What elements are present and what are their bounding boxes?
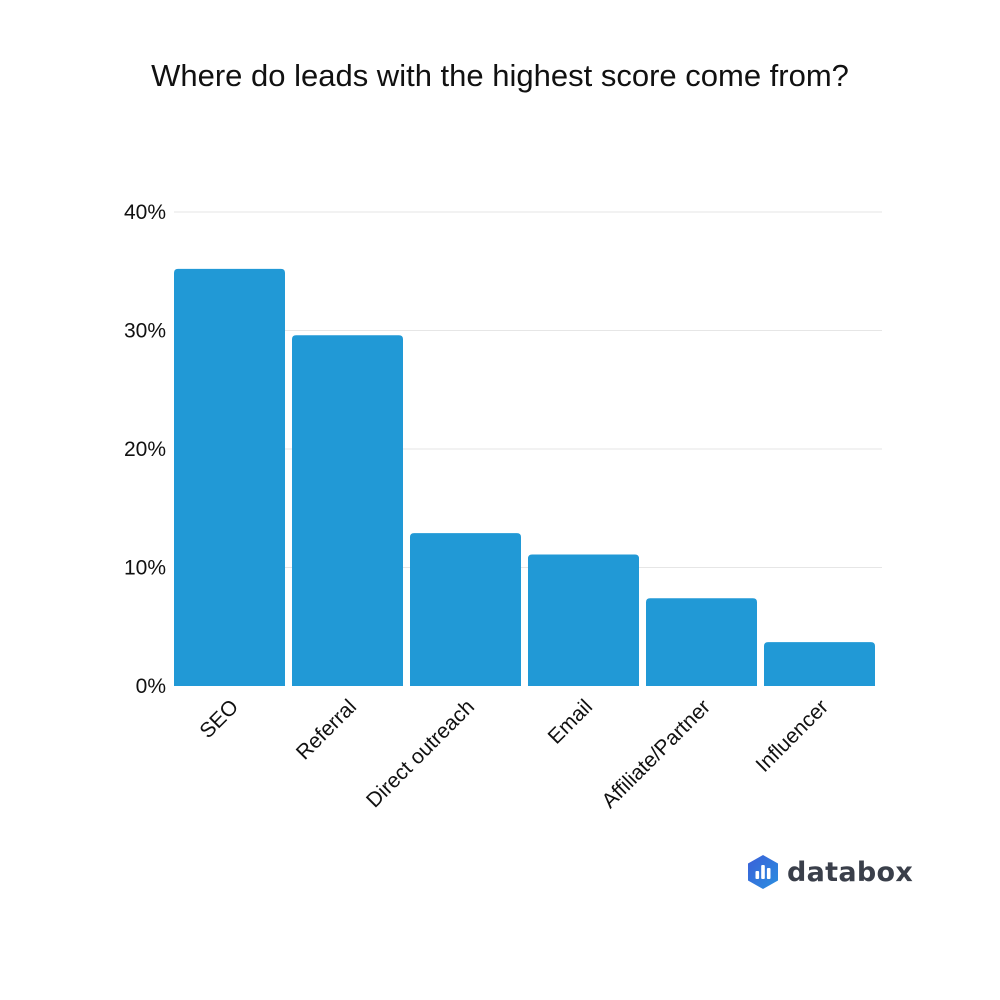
bar-direct-outreach xyxy=(410,533,521,686)
x-category-label: SEO xyxy=(195,695,243,743)
bar-affiliate-partner xyxy=(646,598,757,686)
x-category-label: Direct outreach xyxy=(362,695,479,812)
y-axis-ticks: 0% 10% 20% 30% 40% xyxy=(124,201,166,698)
bar-seo xyxy=(174,268,285,686)
y-tick-label: 30% xyxy=(124,320,166,343)
x-axis-labels: SEO Referral Direct outreach Email Affiliate… xyxy=(195,695,833,813)
databox-logo-icon xyxy=(748,855,778,889)
y-tick-label: 40% xyxy=(124,201,166,224)
y-tick-label: 0% xyxy=(136,675,166,698)
bars xyxy=(174,268,875,686)
y-tick-label: 20% xyxy=(124,438,166,461)
x-category-label: Influencer xyxy=(752,695,833,776)
databox-logo: databox xyxy=(748,852,913,892)
bar-influencer xyxy=(764,642,875,686)
y-tick-label: 10% xyxy=(124,557,166,580)
chart-title: Where do leads with the highest score co… xyxy=(151,58,849,93)
x-category-label: Referral xyxy=(292,695,361,764)
bar-email xyxy=(528,554,639,686)
bar-referral xyxy=(292,335,403,686)
databox-logo-text: databox xyxy=(787,856,914,888)
x-category-label: Affiliate/Partner xyxy=(598,695,716,813)
x-category-label: Email xyxy=(544,695,597,748)
